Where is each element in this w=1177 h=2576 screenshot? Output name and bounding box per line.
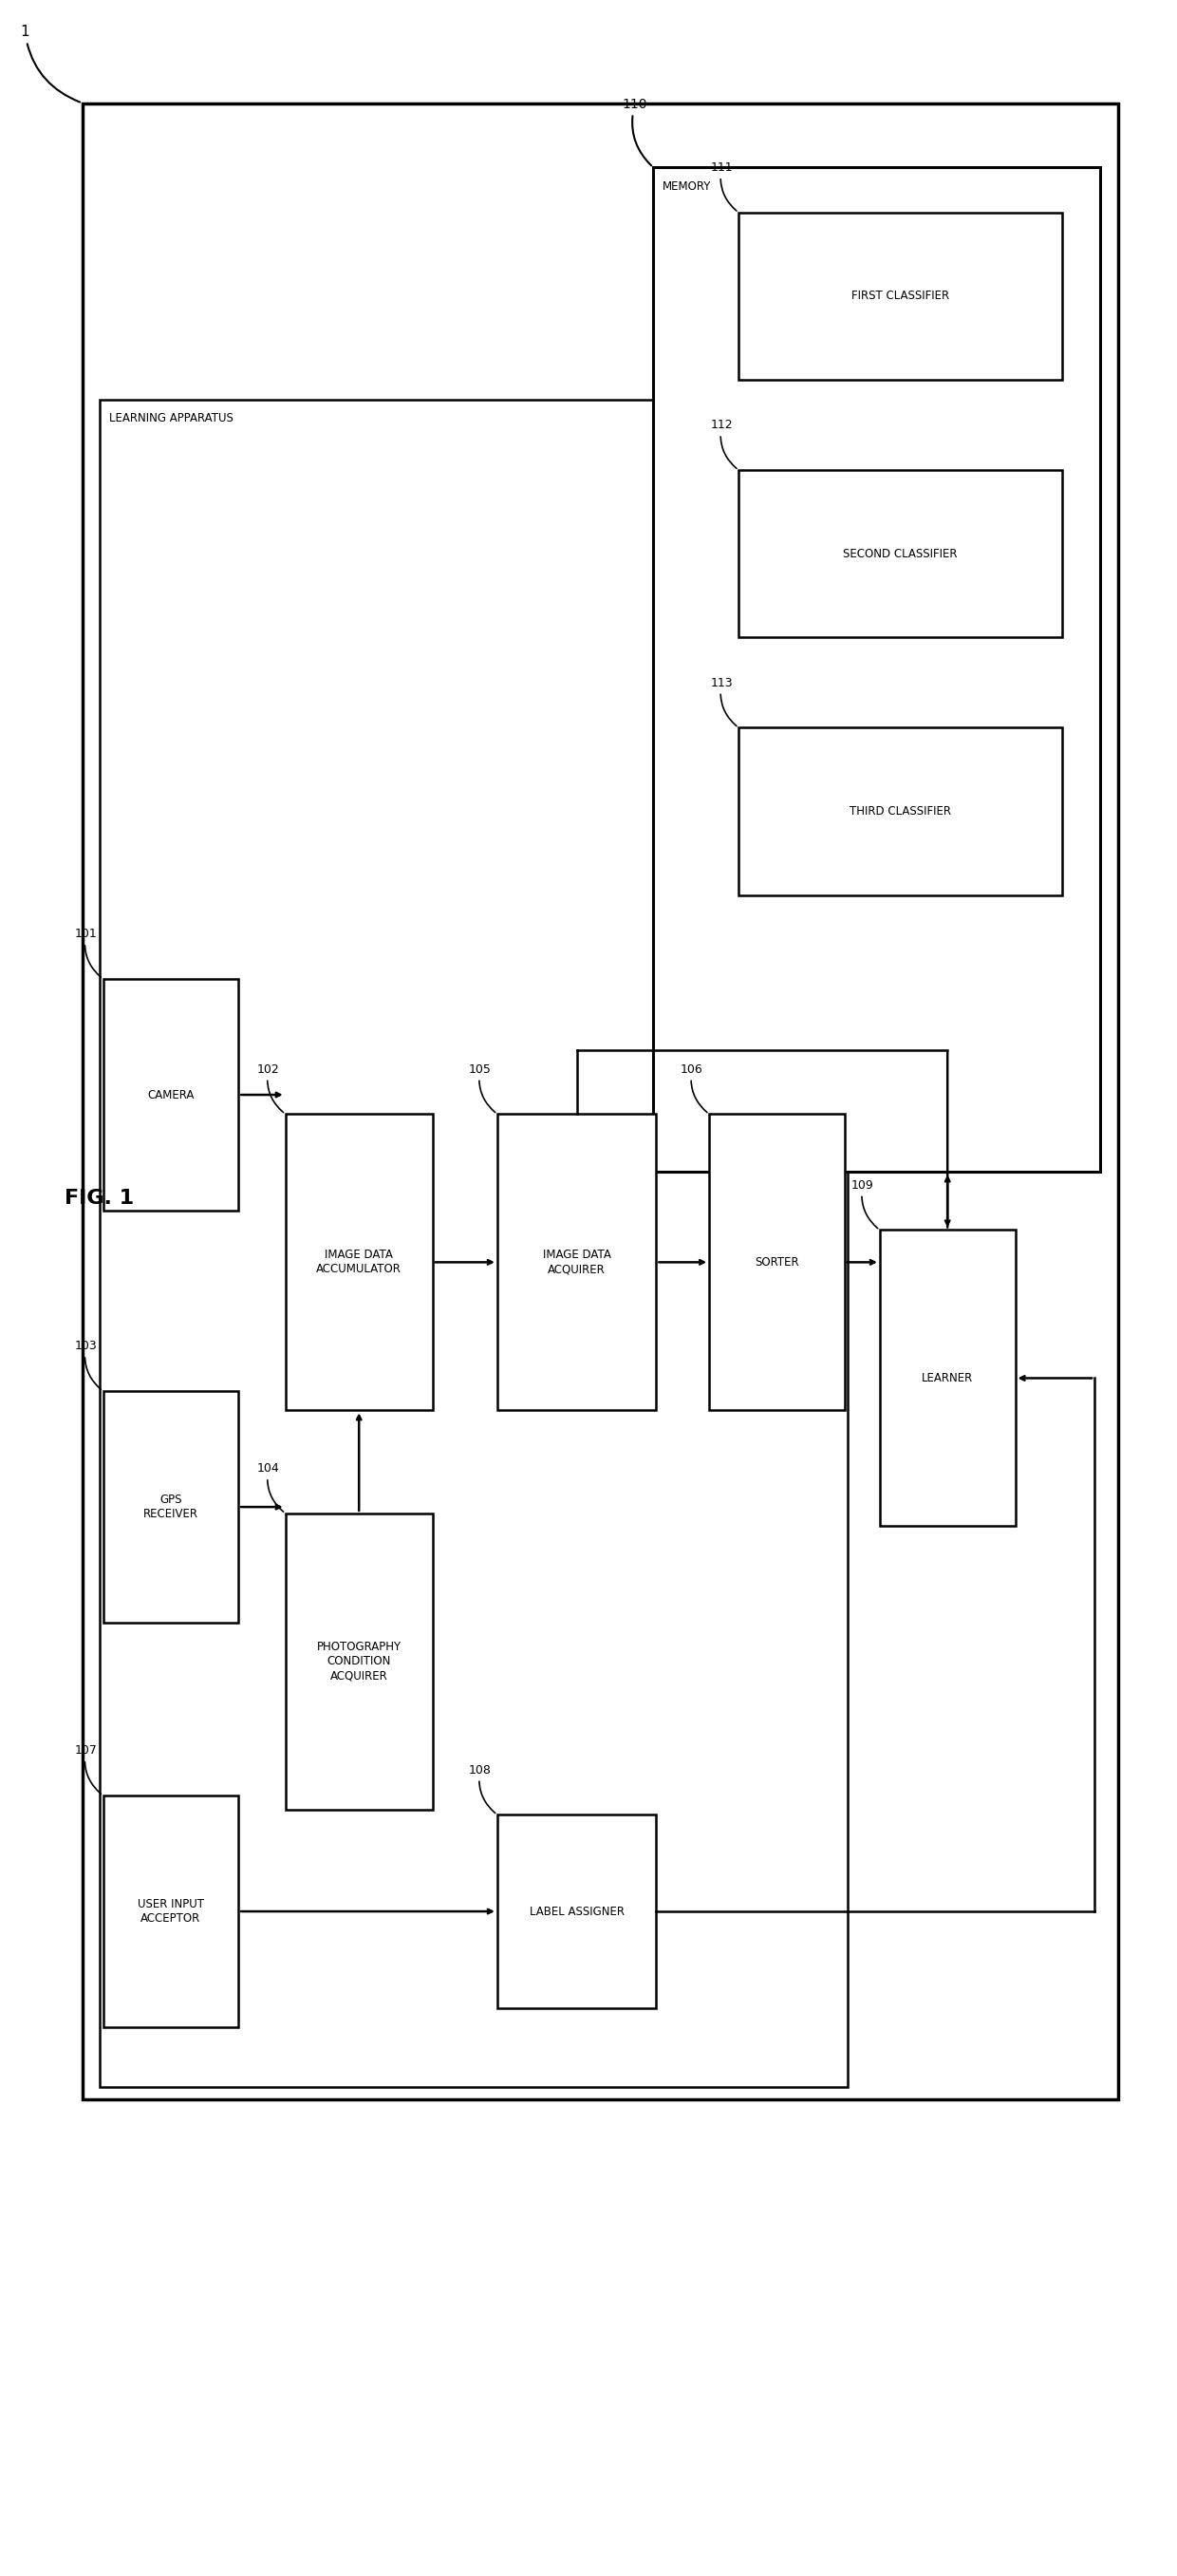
Bar <box>285 1115 433 1412</box>
Text: LABEL ASSIGNER: LABEL ASSIGNER <box>530 1906 624 1917</box>
Bar <box>104 1391 238 1623</box>
Text: IMAGE DATA
ACCUMULATOR: IMAGE DATA ACCUMULATOR <box>317 1249 401 1275</box>
Text: 108: 108 <box>468 1765 496 1814</box>
Text: 110: 110 <box>623 98 651 165</box>
Text: 106: 106 <box>680 1064 707 1113</box>
Bar <box>653 167 1100 1172</box>
Text: THIRD CLASSIFIER: THIRD CLASSIFIER <box>850 806 951 817</box>
Text: 105: 105 <box>468 1064 496 1113</box>
Text: GPS
RECEIVER: GPS RECEIVER <box>144 1494 198 1520</box>
Bar <box>285 1515 433 1808</box>
Text: PHOTOGRAPHY
CONDITION
ACQUIRER: PHOTOGRAPHY CONDITION ACQUIRER <box>317 1641 401 1682</box>
Text: IMAGE DATA
ACQUIRER: IMAGE DATA ACQUIRER <box>543 1249 611 1275</box>
Text: SORTER: SORTER <box>754 1257 799 1267</box>
Text: 102: 102 <box>257 1064 284 1113</box>
Text: SECOND CLASSIFIER: SECOND CLASSIFIER <box>843 549 958 559</box>
Text: USER INPUT
ACCEPTOR: USER INPUT ACCEPTOR <box>138 1899 204 1924</box>
Text: 101: 101 <box>74 927 101 976</box>
Text: 109: 109 <box>851 1180 878 1229</box>
Bar <box>104 979 238 1211</box>
Text: MEMORY: MEMORY <box>663 180 711 193</box>
Bar <box>104 1795 238 2027</box>
Text: LEARNING APPARATUS: LEARNING APPARATUS <box>109 412 234 425</box>
Text: 103: 103 <box>74 1340 101 1388</box>
Text: CAMERA: CAMERA <box>147 1090 194 1100</box>
Text: 1: 1 <box>20 23 80 103</box>
Text: 113: 113 <box>710 677 737 726</box>
Bar <box>739 214 1062 379</box>
Bar <box>739 469 1062 636</box>
Text: 112: 112 <box>710 420 737 469</box>
Bar <box>497 1115 657 1412</box>
Bar <box>82 103 1118 2099</box>
Text: LEARNER: LEARNER <box>922 1373 973 1383</box>
Bar <box>100 399 847 2087</box>
Bar <box>739 726 1062 894</box>
Bar <box>497 1814 657 2009</box>
Bar <box>880 1229 1015 1525</box>
Text: FIG. 1: FIG. 1 <box>65 1188 134 1208</box>
Text: 104: 104 <box>257 1463 284 1512</box>
Text: FIRST CLASSIFIER: FIRST CLASSIFIER <box>851 291 950 301</box>
Text: 107: 107 <box>74 1744 101 1793</box>
Bar <box>709 1115 845 1412</box>
Text: 111: 111 <box>710 162 737 211</box>
